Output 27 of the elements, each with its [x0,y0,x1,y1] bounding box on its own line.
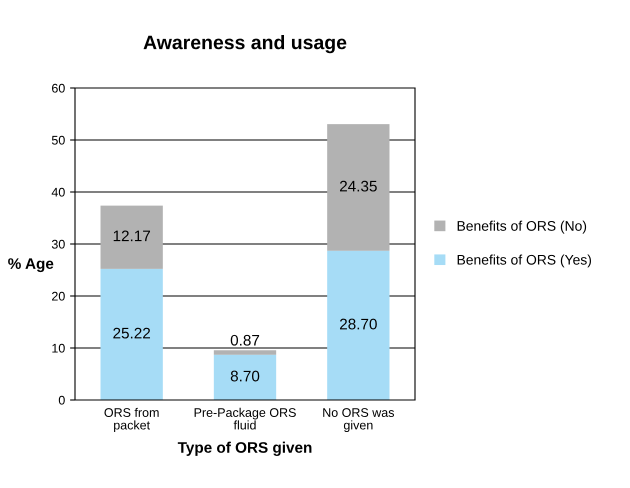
bar [327,250,390,400]
x-tick-label: No ORS was given [323,408,394,432]
data-label: 24.35 [340,180,377,192]
y-tick-label: 50 [52,136,65,145]
x-tick-label: ORS from packet [104,408,159,432]
y-axis-title: % Age [8,258,54,272]
bar [100,268,163,400]
legend-label: Benefits of ORS (No) [458,220,586,234]
data-label: 28.70 [340,318,377,330]
x-tick-label: Pre-Package ORS fluid [194,408,296,430]
bar [327,124,390,251]
bar [100,206,163,269]
data-label: 0.87 [230,334,260,346]
data-label: 12.17 [114,230,150,242]
y-tick-label: 30 [52,240,65,249]
data-label: 8.70 [230,370,260,382]
bar [214,354,276,400]
y-tick-label: 0 [58,396,65,405]
data-label: 25.22 [113,328,150,339]
y-tick-label: 40 [52,188,65,197]
x-axis-title: Type of ORS given [178,442,312,456]
y-tick-label: 60 [52,84,65,93]
y-tick-label: 10 [52,344,65,353]
chart-title: Awareness and usage [144,35,346,54]
bar [214,350,276,355]
y-tick-label: 20 [52,292,65,301]
legend-label: Benefits of ORS (Yes) [458,254,592,268]
